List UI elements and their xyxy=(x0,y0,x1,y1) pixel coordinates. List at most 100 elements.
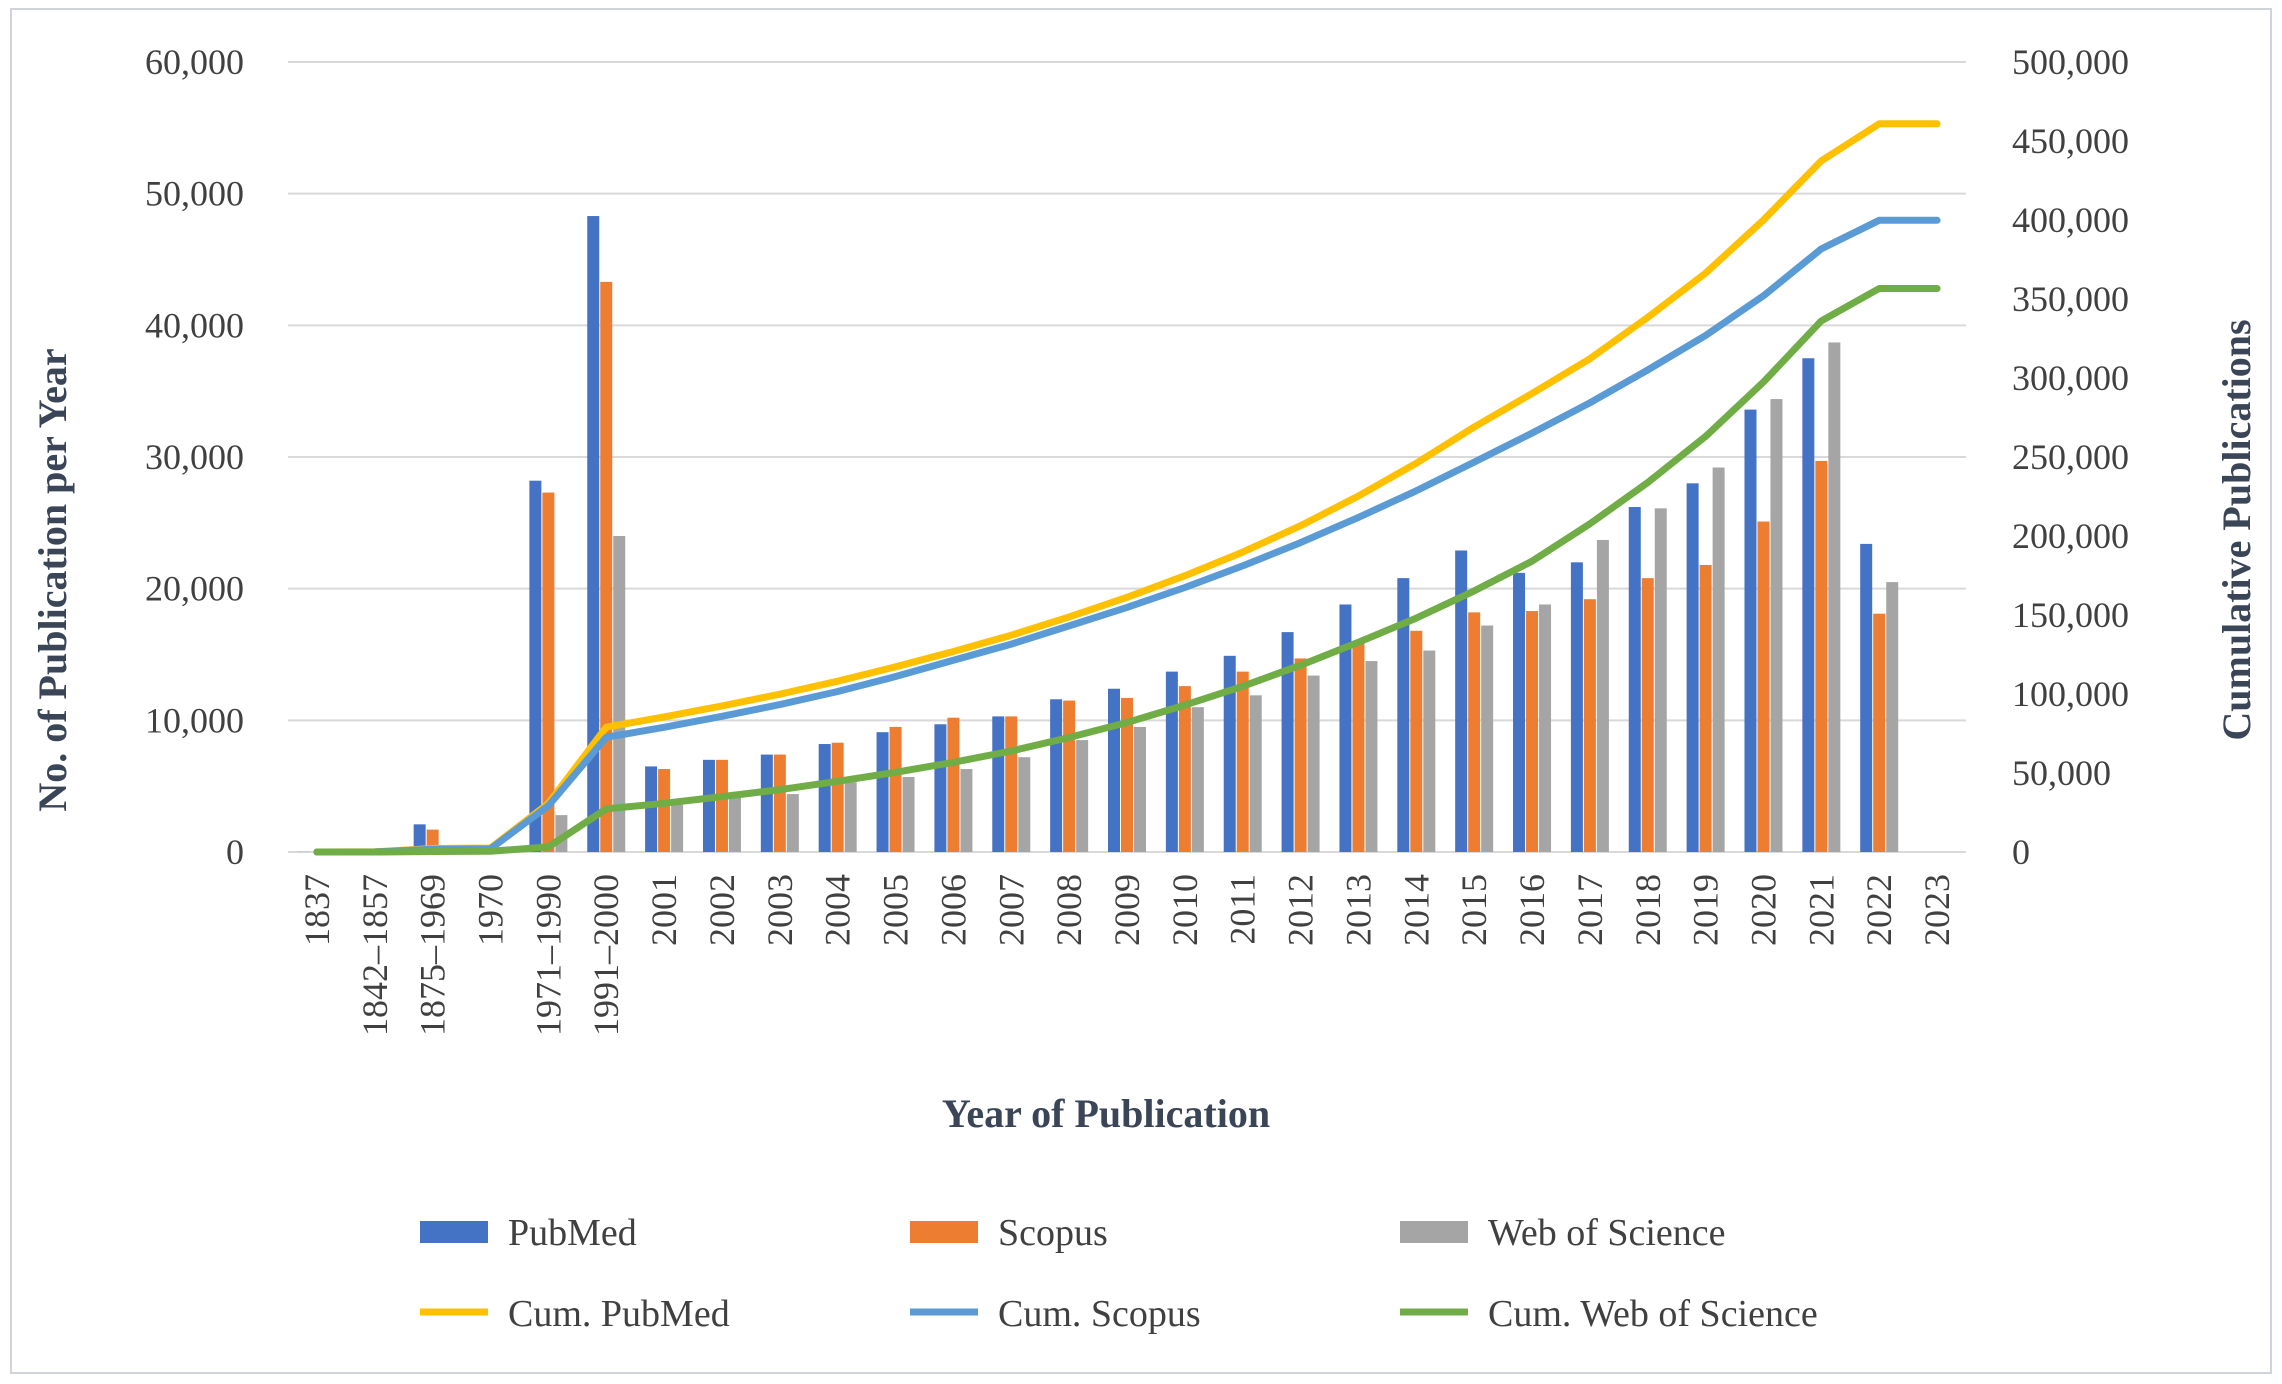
legend-label-web-of-science: Web of Science xyxy=(1488,1212,1726,1254)
bar-pubmed xyxy=(1165,671,1178,852)
y-tick-label: 50,000 xyxy=(145,174,244,214)
legend-label-cum-pubmed: Cum. PubMed xyxy=(508,1293,730,1335)
legend-label-cum-web-of-science: Cum. Web of Science xyxy=(1488,1293,1818,1335)
bar-scopus xyxy=(1121,697,1133,852)
bar-web-of-science xyxy=(1886,582,1899,852)
bar-scopus xyxy=(1294,658,1307,852)
x-tick-label: 2008 xyxy=(1049,874,1089,946)
bar-web-of-science xyxy=(1712,467,1725,852)
bar-web-of-science xyxy=(844,782,857,852)
x-tick-label: 2002 xyxy=(702,874,742,946)
bar-web-of-science xyxy=(960,769,973,852)
line-cum-scopus xyxy=(313,216,1941,856)
bar-pubmed xyxy=(1802,358,1815,852)
bar-pubmed xyxy=(876,732,889,852)
x-tick-label: 2005 xyxy=(876,874,916,946)
bar-scopus xyxy=(1005,716,1018,852)
x-tick-label: 1875–1969 xyxy=(413,874,453,1036)
bar-web-of-science xyxy=(1596,539,1609,852)
y-axis-right-ticks: 0 50,000 100,000 150,000 200,000 250,000 300,0… xyxy=(2012,42,2129,872)
line-cum-pubmed xyxy=(313,120,1941,856)
bar-pubmed xyxy=(1050,699,1063,852)
bar-web-of-science xyxy=(728,796,741,852)
legend: PubMed Scopus Web of Science Cum. PubMed… xyxy=(420,1212,1818,1335)
bar-series-pubmed xyxy=(297,216,1873,853)
bar-scopus xyxy=(1236,671,1249,852)
bar-scopus xyxy=(1352,641,1365,852)
bar-scopus xyxy=(889,726,902,852)
x-tick-label: 1971–1990 xyxy=(528,874,568,1036)
y2-tick-label: 300,000 xyxy=(2012,358,2129,398)
bar-web-of-science xyxy=(1307,675,1320,852)
y2-tick-label: 250,000 xyxy=(2012,437,2129,477)
bar-web-of-science xyxy=(1365,661,1378,852)
bar-pubmed xyxy=(1281,632,1294,852)
bar-web-of-science xyxy=(671,804,684,852)
x-tick-label: 1970 xyxy=(471,874,511,946)
bar-pubmed xyxy=(760,754,773,852)
y2-tick-label: 200,000 xyxy=(2012,516,2129,556)
bar-web-of-science xyxy=(786,794,799,852)
bar-web-of-science xyxy=(1018,757,1031,852)
bar-scopus xyxy=(773,754,786,852)
bar-scopus xyxy=(1526,611,1539,852)
x-axis-title: Year of Publication xyxy=(942,1091,1270,1136)
bar-scopus xyxy=(715,759,728,852)
bar-web-of-science xyxy=(1249,695,1262,852)
bar-web-of-science xyxy=(1770,399,1783,852)
bar-scopus xyxy=(1583,599,1596,852)
bar-scopus xyxy=(542,492,555,852)
legend-label-pubmed: PubMed xyxy=(508,1212,637,1254)
y2-tick-label: 0 xyxy=(2012,832,2030,872)
bar-pubmed xyxy=(413,824,426,852)
bar-scopus xyxy=(831,742,844,852)
y2-tick-label: 50,000 xyxy=(2012,753,2111,793)
bar-pubmed xyxy=(702,759,715,852)
x-tick-label: 2007 xyxy=(991,874,1031,946)
bar-pubmed xyxy=(1108,688,1120,852)
x-tick-label: 2006 xyxy=(933,874,973,946)
y-tick-label: 40,000 xyxy=(145,305,244,345)
bar-web-of-science xyxy=(1828,342,1841,852)
bar-scopus xyxy=(1178,686,1191,852)
y-tick-label: 10,000 xyxy=(145,700,244,740)
y-axis-left-title: No. of Publication per Year xyxy=(30,348,75,811)
bar-scopus xyxy=(1699,564,1712,852)
bar-pubmed xyxy=(818,744,831,852)
bar-web-of-science xyxy=(1654,508,1667,852)
bar-scopus xyxy=(1641,578,1654,852)
x-tick-label: 2014 xyxy=(1396,874,1436,946)
bar-series-group xyxy=(297,216,1899,853)
bar-scopus xyxy=(1815,460,1828,852)
x-tick-label: 2011 xyxy=(1223,874,1263,945)
bar-scopus xyxy=(1063,700,1076,852)
bar-pubmed xyxy=(1455,550,1468,852)
bar-scopus xyxy=(600,281,613,853)
legend-label-scopus: Scopus xyxy=(998,1212,1108,1254)
bar-pubmed xyxy=(1397,578,1410,852)
y2-tick-label: 450,000 xyxy=(2012,121,2129,161)
x-tick-label: 2021 xyxy=(1801,874,1841,946)
legend-label-cum-scopus: Cum. Scopus xyxy=(998,1293,1201,1335)
x-tick-label: 2015 xyxy=(1454,874,1494,946)
bar-web-of-science xyxy=(1423,650,1436,852)
x-tick-label: 2010 xyxy=(1165,874,1205,946)
x-tick-label: 2012 xyxy=(1281,874,1321,946)
x-tick-label: 2018 xyxy=(1628,874,1668,946)
bar-web-of-science xyxy=(613,536,626,852)
legend-swatch-web-of-science xyxy=(1400,1221,1468,1243)
gridlines xyxy=(288,61,1966,853)
y2-tick-label: 100,000 xyxy=(2012,674,2129,714)
x-tick-label: 2009 xyxy=(1107,874,1147,946)
y2-tick-label: 500,000 xyxy=(2012,42,2129,82)
bar-pubmed xyxy=(1223,655,1236,852)
x-tick-label: 1842–1857 xyxy=(355,874,395,1036)
bar-pubmed xyxy=(1744,409,1757,852)
bar-scopus xyxy=(1873,613,1886,852)
bar-pubmed xyxy=(1686,483,1699,852)
bar-pubmed xyxy=(934,724,947,852)
y-axis-right-title: Cumulative Publications xyxy=(2214,319,2259,740)
bar-series-scopus xyxy=(368,281,1886,853)
bar-pubmed xyxy=(645,766,658,852)
